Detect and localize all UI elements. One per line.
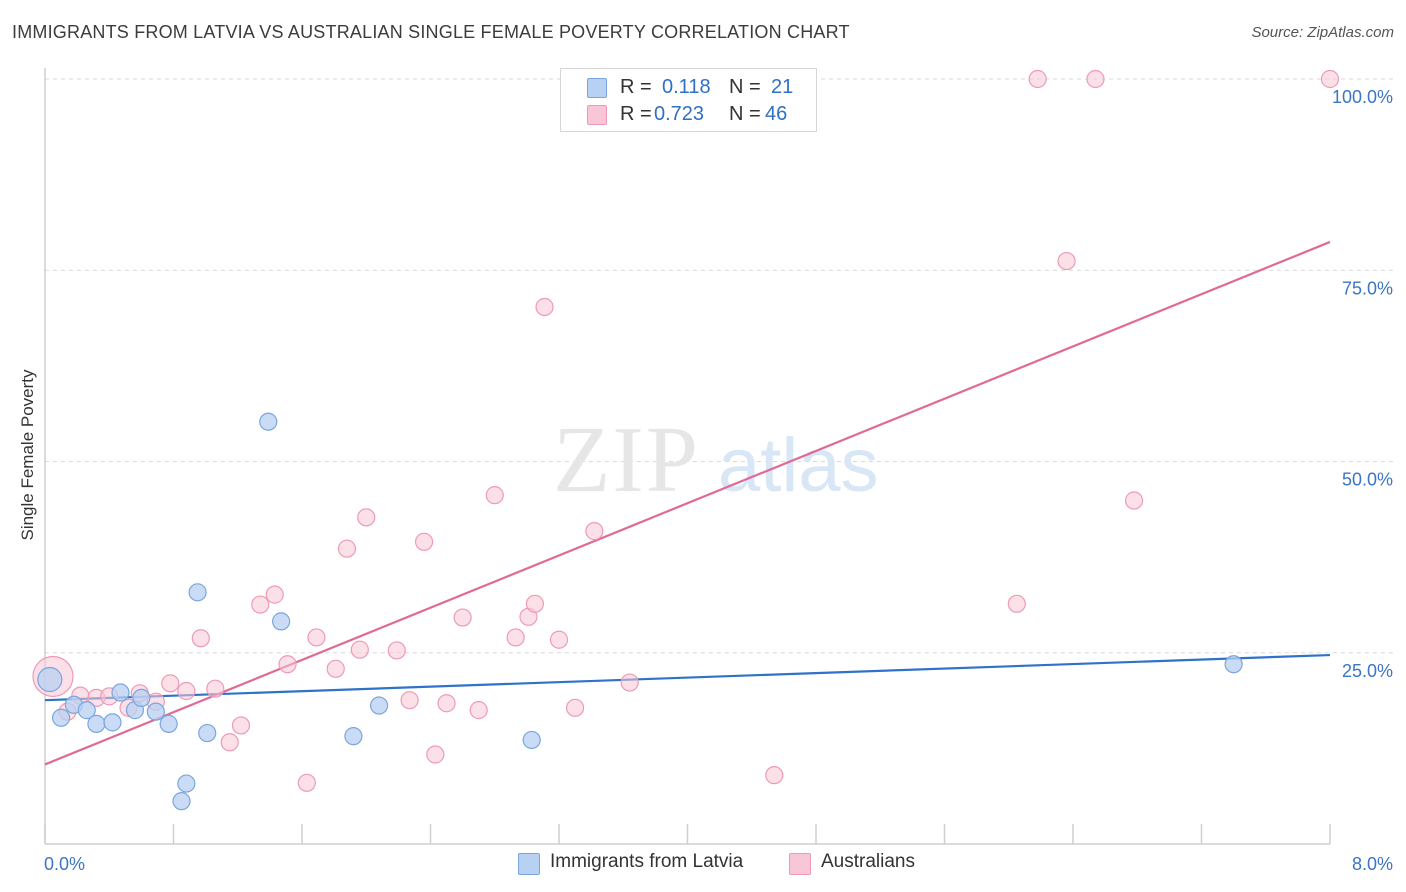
- legend-swatch-australians: [587, 105, 607, 125]
- legend-r-label: R =: [620, 103, 652, 125]
- australians-point: [220, 733, 239, 752]
- legend-swatch-latvia: [518, 853, 540, 875]
- latvia-point: [522, 730, 541, 750]
- australians-point: [307, 628, 326, 647]
- legend-r-value: 0.118: [662, 76, 711, 98]
- latvia-point: [132, 688, 151, 707]
- latvia-point: [259, 412, 278, 431]
- grid-lines: [45, 78, 1394, 654]
- australians-point: [1028, 69, 1047, 89]
- legend-r-value: 0.723: [654, 103, 705, 125]
- australians-point: [297, 773, 316, 792]
- australians-point: [1007, 594, 1026, 613]
- australians-point: [765, 766, 784, 785]
- australians-point: [161, 674, 180, 693]
- australians-point: [525, 594, 545, 613]
- latvia-point: [177, 774, 196, 793]
- australians-point: [1124, 491, 1144, 510]
- latvia-point: [77, 701, 96, 720]
- australians-point: [191, 629, 210, 648]
- chart-source: Source: ZipAtlas.com: [1251, 24, 1394, 41]
- legend-n-label: N =: [729, 103, 761, 125]
- watermark: ZIP atlas: [553, 408, 879, 512]
- y-tick-label: 100.0%: [1332, 87, 1393, 107]
- latvia-point: [188, 583, 207, 602]
- latvia-point: [103, 713, 122, 732]
- australians-point: [350, 640, 369, 659]
- australians-point: [357, 508, 376, 527]
- australians-point: [485, 486, 504, 505]
- australians-point: [426, 745, 445, 764]
- latvia-point: [146, 702, 165, 721]
- australians-point: [1320, 69, 1340, 89]
- axes: [44, 68, 1331, 845]
- australians-point: [1086, 69, 1105, 89]
- australians-point: [506, 628, 525, 647]
- legend-n-value: 21: [771, 76, 794, 98]
- australians-point: [400, 691, 419, 710]
- latvia-point: [37, 666, 63, 693]
- australians-point: [535, 297, 554, 317]
- australians-point: [414, 532, 434, 551]
- y-tick-label: 50.0%: [1342, 470, 1393, 490]
- watermark-zip: ZIP: [553, 408, 700, 512]
- legend-n-label: N =: [729, 76, 761, 98]
- latvia-point: [198, 723, 217, 743]
- australians-point: [251, 595, 270, 614]
- australians-point: [549, 630, 569, 649]
- australians-point: [265, 585, 284, 604]
- latvia-point: [51, 708, 71, 727]
- latvia-point: [370, 696, 389, 715]
- latvia-point: [172, 792, 191, 811]
- australians-point: [469, 701, 488, 720]
- y-tick-label: 75.0%: [1342, 278, 1393, 298]
- legend-swatch-latvia: [587, 78, 607, 98]
- latvia-point: [87, 714, 106, 733]
- correlation-legend: R = 0.118 N = 21 R = 0.723 N = 46: [560, 68, 817, 132]
- legend-r-label: R =: [620, 76, 652, 98]
- latvia-trendline: [44, 653, 1331, 702]
- australians-point: [453, 608, 472, 627]
- chart-title: IMMIGRANTS FROM LATVIA VS AUSTRALIAN SIN…: [12, 22, 850, 42]
- legend-label-australians: Australians: [821, 851, 915, 872]
- legend-n-value: 46: [765, 103, 788, 125]
- australians-point: [585, 522, 604, 541]
- latvia-point: [344, 727, 363, 746]
- y-axis-label: Single Female Poverty: [18, 369, 37, 541]
- australians-point: [177, 681, 196, 701]
- y-tick-label: 25.0%: [1342, 661, 1393, 681]
- australians-point: [565, 698, 585, 717]
- australians-point: [1057, 251, 1076, 271]
- latvia-point: [159, 714, 178, 733]
- australians-point: [206, 679, 225, 698]
- latvia-point: [111, 683, 130, 702]
- australians-trendline: [44, 240, 1331, 766]
- australians-point: [231, 716, 251, 735]
- legend-label-latvia: Immigrants from Latvia: [550, 851, 744, 872]
- x-tick-label: 8.0%: [1352, 854, 1393, 874]
- latvia-point: [272, 612, 291, 631]
- x-tick-label: 0.0%: [44, 854, 85, 874]
- data-points: [32, 69, 1340, 811]
- australians-point: [278, 655, 297, 674]
- latvia-point: [1224, 655, 1243, 674]
- australians-point: [620, 673, 639, 692]
- series-legend: Immigrants from Latvia Australians: [518, 851, 938, 877]
- tick-labels: 25.0% 50.0% 75.0% 100.0% 0.0% 8.0%: [44, 87, 1393, 874]
- legend-swatch-australians: [789, 853, 811, 875]
- trendlines: [44, 240, 1331, 766]
- australians-point: [337, 539, 357, 558]
- australians-point: [387, 641, 406, 660]
- australians-point: [437, 694, 456, 713]
- australians-point: [326, 659, 345, 678]
